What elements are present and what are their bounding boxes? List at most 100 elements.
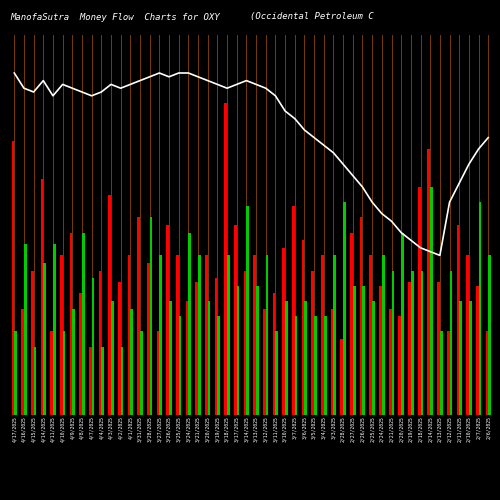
Bar <box>430 187 433 415</box>
Bar <box>312 270 314 415</box>
Bar <box>276 332 278 415</box>
Text: ManofaSutra  Money Flow  Charts for OXY: ManofaSutra Money Flow Charts for OXY <box>10 12 220 22</box>
Bar <box>353 286 356 415</box>
Bar <box>486 332 488 415</box>
Bar <box>456 225 459 415</box>
Bar <box>401 232 404 415</box>
Bar <box>31 270 34 415</box>
Bar <box>227 256 230 415</box>
Text: (Occidental Petroleum C: (Occidental Petroleum C <box>250 12 374 22</box>
Bar <box>196 282 198 415</box>
Bar <box>50 332 53 415</box>
Bar <box>382 256 384 415</box>
Bar <box>440 332 442 415</box>
Bar <box>118 282 120 415</box>
Bar <box>292 206 295 415</box>
Bar <box>34 346 36 415</box>
Bar <box>40 180 43 415</box>
Bar <box>389 308 392 415</box>
Bar <box>256 286 259 415</box>
Bar <box>108 194 111 415</box>
Bar <box>92 278 94 415</box>
Bar <box>188 232 191 415</box>
Bar <box>408 282 411 415</box>
Bar <box>111 301 114 415</box>
Bar <box>128 256 130 415</box>
Bar <box>218 316 220 415</box>
Bar <box>21 308 24 415</box>
Bar <box>266 256 268 415</box>
Bar <box>437 282 440 415</box>
Bar <box>398 316 401 415</box>
Bar <box>80 294 82 415</box>
Bar <box>198 256 201 415</box>
Bar <box>14 332 17 415</box>
Bar <box>246 206 249 415</box>
Bar <box>138 218 140 415</box>
Bar <box>62 332 66 415</box>
Bar <box>236 286 240 415</box>
Bar <box>160 256 162 415</box>
Bar <box>331 308 334 415</box>
Bar <box>343 202 346 415</box>
Bar <box>459 301 462 415</box>
Bar <box>70 232 72 415</box>
Bar <box>24 244 26 415</box>
Bar <box>392 270 394 415</box>
Bar <box>89 346 92 415</box>
Bar <box>478 202 482 415</box>
Bar <box>370 256 372 415</box>
Bar <box>450 270 452 415</box>
Bar <box>263 308 266 415</box>
Bar <box>488 256 491 415</box>
Bar <box>205 256 208 415</box>
Bar <box>420 270 423 415</box>
Bar <box>214 278 218 415</box>
Bar <box>428 149 430 415</box>
Bar <box>321 256 324 415</box>
Bar <box>362 286 365 415</box>
Bar <box>166 225 169 415</box>
Bar <box>295 316 298 415</box>
Bar <box>379 286 382 415</box>
Bar <box>469 301 472 415</box>
Bar <box>476 286 478 415</box>
Bar <box>176 256 178 415</box>
Bar <box>447 332 450 415</box>
Bar <box>140 332 142 415</box>
Bar <box>334 256 336 415</box>
Bar <box>285 301 288 415</box>
Bar <box>224 104 227 415</box>
Bar <box>178 316 182 415</box>
Bar <box>150 218 152 415</box>
Bar <box>360 218 362 415</box>
Bar <box>186 301 188 415</box>
Bar <box>120 346 124 415</box>
Bar <box>340 339 343 415</box>
Bar <box>72 308 75 415</box>
Bar <box>418 187 420 415</box>
Bar <box>244 270 246 415</box>
Bar <box>12 142 14 415</box>
Bar <box>411 270 414 415</box>
Bar <box>324 316 326 415</box>
Bar <box>102 346 104 415</box>
Bar <box>234 225 236 415</box>
Bar <box>82 232 84 415</box>
Bar <box>314 316 317 415</box>
Bar <box>44 263 46 415</box>
Bar <box>98 270 102 415</box>
Bar <box>304 301 307 415</box>
Bar <box>302 240 304 415</box>
Bar <box>147 263 150 415</box>
Bar <box>466 256 469 415</box>
Bar <box>60 256 62 415</box>
Bar <box>156 332 160 415</box>
Bar <box>208 301 210 415</box>
Bar <box>272 294 276 415</box>
Bar <box>350 232 353 415</box>
Bar <box>130 308 133 415</box>
Bar <box>53 244 56 415</box>
Bar <box>282 248 285 415</box>
Bar <box>254 256 256 415</box>
